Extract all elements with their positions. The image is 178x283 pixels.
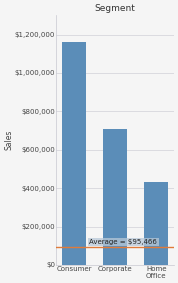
Bar — [103, 129, 127, 265]
Text: Average = $95,466: Average = $95,466 — [89, 239, 157, 245]
Bar — [144, 182, 169, 265]
Bar — [62, 42, 86, 265]
Y-axis label: Sales: Sales — [4, 130, 13, 150]
Title: Segment: Segment — [95, 4, 136, 13]
